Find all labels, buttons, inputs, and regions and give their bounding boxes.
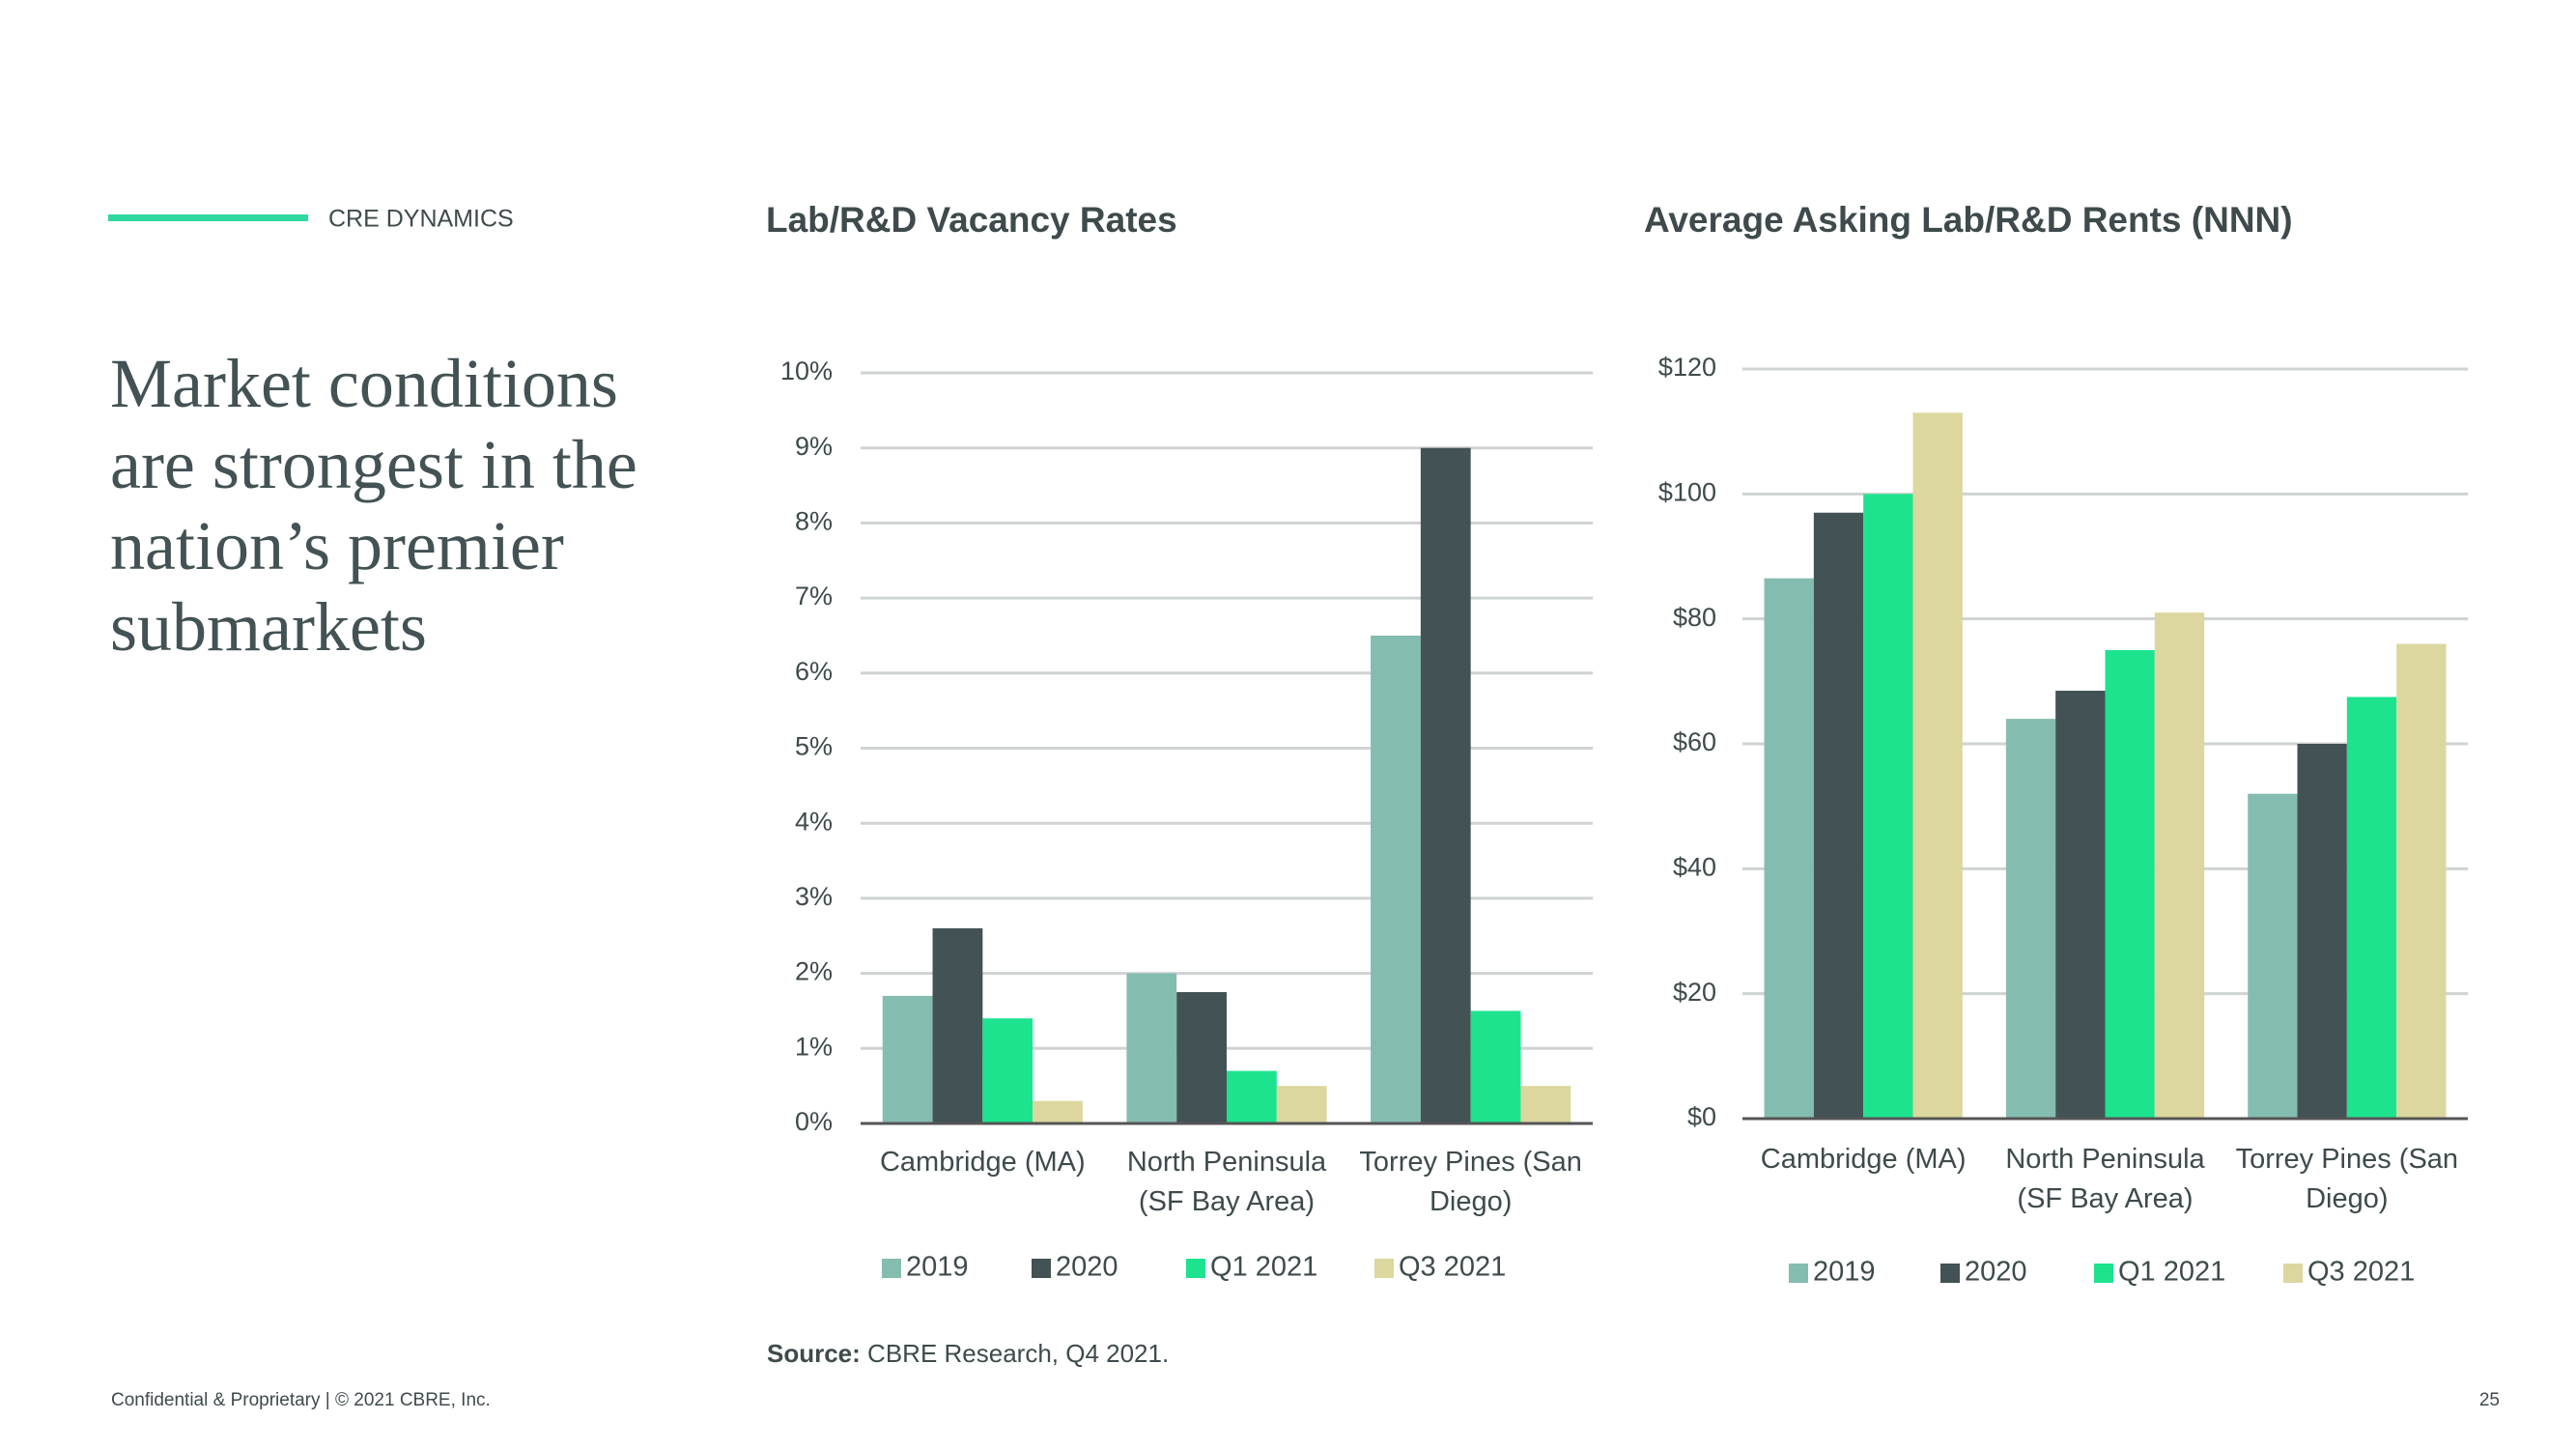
bar bbox=[982, 1018, 1033, 1123]
bar bbox=[2005, 719, 2056, 1119]
bar bbox=[1227, 1070, 1277, 1123]
chart-title: Lab/R&D Vacancy Rates bbox=[766, 200, 1177, 240]
bar bbox=[882, 995, 933, 1123]
legend-label: Q3 2021 bbox=[2307, 1257, 2415, 1288]
heading-line: nation’s premier bbox=[110, 507, 564, 584]
legend-label: 2019 bbox=[906, 1252, 969, 1283]
y-tick-label: $80 bbox=[1673, 603, 1716, 632]
bar bbox=[1420, 447, 1471, 1123]
bar bbox=[1371, 635, 1421, 1123]
legend-swatch bbox=[882, 1259, 901, 1278]
legend-swatch bbox=[1032, 1259, 1051, 1278]
footer-text: Confidential & Proprietary | © 2021 CBRE… bbox=[111, 1390, 491, 1410]
legend-label: 2020 bbox=[1056, 1252, 1118, 1283]
y-tick-label: 2% bbox=[795, 957, 833, 986]
x-tick-label: Torrey Pines (San Diego) bbox=[2235, 1144, 2459, 1214]
bar bbox=[2297, 744, 2347, 1119]
legend-label: Q3 2021 bbox=[1399, 1252, 1506, 1283]
bar bbox=[932, 927, 983, 1123]
y-tick-label: $0 bbox=[1687, 1102, 1716, 1131]
bar bbox=[1126, 973, 1177, 1123]
y-tick-label: 3% bbox=[795, 882, 833, 911]
section-label: CRE DYNAMICS bbox=[328, 206, 514, 233]
y-tick-label: 4% bbox=[795, 807, 833, 836]
legend-label: 2019 bbox=[1813, 1257, 1876, 1288]
heading-line: submarkets bbox=[110, 588, 427, 666]
y-tick-label: 5% bbox=[795, 732, 833, 761]
bar bbox=[1912, 412, 1963, 1119]
legend-swatch bbox=[1940, 1264, 1960, 1283]
bar bbox=[1033, 1100, 1083, 1123]
x-tick-label: Torrey Pines (San Diego) bbox=[1359, 1147, 1582, 1217]
y-tick-label: 10% bbox=[780, 356, 833, 385]
legend-swatch bbox=[1374, 1259, 1394, 1278]
chart-title: Average Asking Lab/R&D Rents (NNN) bbox=[1644, 200, 2293, 240]
bar bbox=[2055, 691, 2106, 1119]
y-tick-label: 9% bbox=[795, 432, 833, 461]
heading-line: are strongest in the bbox=[110, 426, 637, 503]
bar bbox=[1470, 1010, 1521, 1123]
accent-bar bbox=[108, 214, 308, 221]
source-label: Source: bbox=[767, 1339, 861, 1368]
bar bbox=[1813, 512, 1864, 1119]
legend-swatch bbox=[1186, 1259, 1205, 1278]
y-tick-label: $20 bbox=[1673, 978, 1716, 1007]
bar bbox=[2396, 643, 2447, 1119]
y-tick-label: 6% bbox=[795, 657, 833, 686]
legend-label: Q1 2021 bbox=[2118, 1257, 2225, 1288]
bar bbox=[2154, 612, 2205, 1119]
x-tick-label: Cambridge (MA) bbox=[1760, 1144, 1967, 1175]
legend-swatch bbox=[1789, 1264, 1808, 1283]
y-tick-label: $120 bbox=[1658, 353, 1716, 382]
source-text: CBRE Research, Q4 2021. bbox=[867, 1339, 1170, 1368]
legend-swatch bbox=[2283, 1264, 2303, 1283]
heading: Market conditions are strongest in the n… bbox=[110, 343, 637, 668]
source: Source: CBRE Research, Q4 2021. bbox=[767, 1339, 1169, 1369]
y-tick-label: $40 bbox=[1673, 852, 1716, 881]
y-tick-label: 8% bbox=[795, 507, 833, 536]
heading-line: Market conditions bbox=[110, 345, 618, 422]
bar bbox=[1764, 578, 1814, 1119]
y-tick-label: $60 bbox=[1673, 727, 1716, 756]
bar bbox=[2105, 650, 2155, 1119]
bar bbox=[1176, 992, 1227, 1123]
bar bbox=[1520, 1086, 1571, 1123]
legend-swatch bbox=[2094, 1264, 2113, 1283]
page-number: 25 bbox=[2478, 1390, 2500, 1410]
legend-label: 2020 bbox=[1965, 1257, 2027, 1288]
bar bbox=[1863, 494, 1913, 1119]
x-tick-label: Cambridge (MA) bbox=[879, 1147, 1086, 1178]
bar bbox=[1276, 1086, 1327, 1123]
x-tick-label: North Peninsula (SF Bay Area) bbox=[1126, 1147, 1327, 1217]
legend-label: Q1 2021 bbox=[1210, 1252, 1317, 1283]
y-tick-label: 0% bbox=[795, 1107, 833, 1136]
y-tick-label: 7% bbox=[795, 582, 833, 611]
bar bbox=[2346, 696, 2397, 1119]
bar bbox=[2248, 793, 2298, 1119]
x-tick-label: North Peninsula (SF Bay Area) bbox=[2005, 1144, 2205, 1214]
y-tick-label: 1% bbox=[795, 1032, 833, 1061]
y-tick-label: $100 bbox=[1658, 477, 1716, 506]
